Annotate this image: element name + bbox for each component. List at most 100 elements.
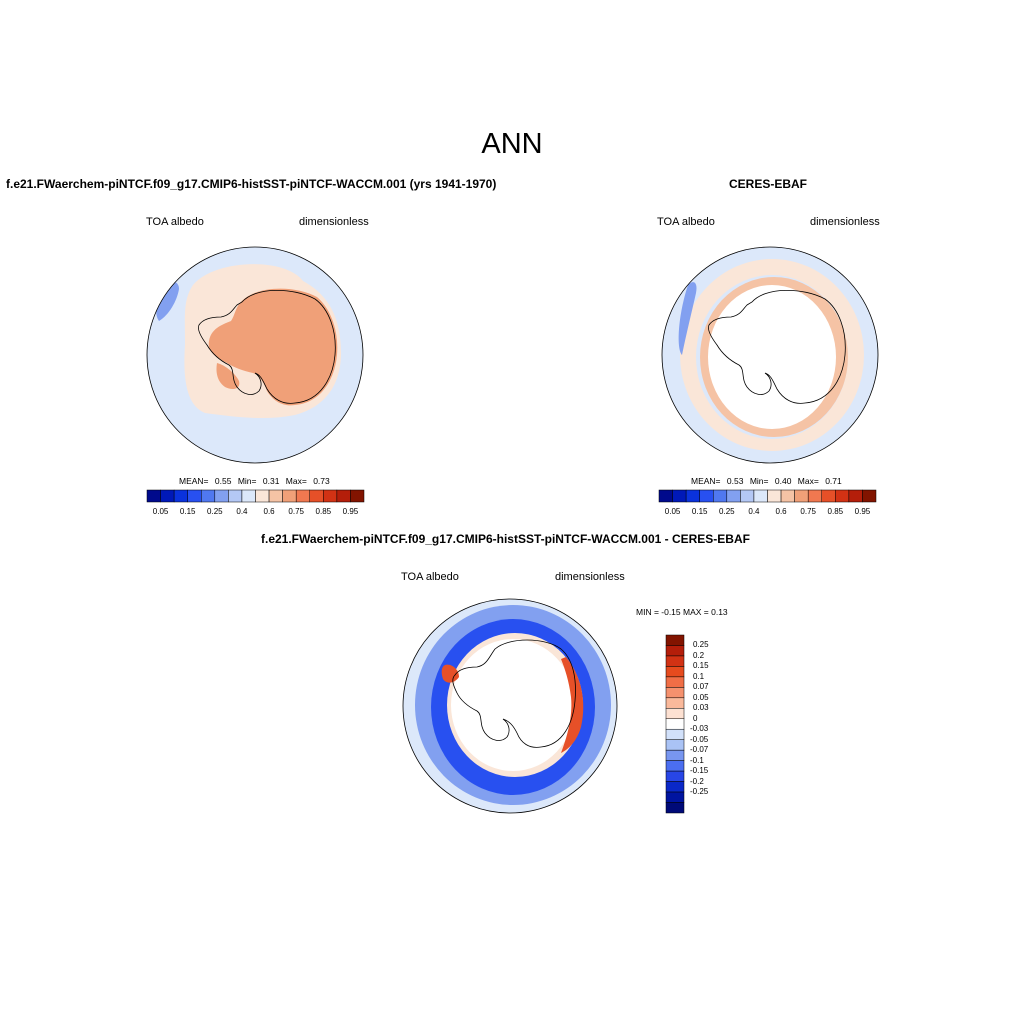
- diff-left-label: TOA albedo: [401, 571, 459, 583]
- obs-colorbar-tick-label: 0.85: [827, 507, 844, 516]
- diff-map-boundary: [402, 598, 618, 814]
- diff-colorbar-tick-label: 0.07: [693, 682, 709, 692]
- diff-colorbar-tick-label: 0.2: [693, 650, 705, 660]
- model-colorbar-box: [187, 489, 202, 503]
- model-colorbar-box: [268, 489, 283, 503]
- model-colorbar: [146, 489, 365, 503]
- obs-colorbar-box: [835, 489, 850, 503]
- obs-colorbar-box: [699, 489, 714, 503]
- model-colorbar-box: [323, 489, 338, 503]
- diff-white-core: [451, 639, 575, 771]
- model-colorbar-box: [241, 489, 256, 503]
- model-colorbar-box: [214, 489, 229, 503]
- model-min-value: 0.31: [262, 476, 280, 486]
- obs-stats: MEAN= 0.53 Min= 0.40 Max= 0.71: [691, 476, 842, 486]
- model-colorbar-tick-label: 0.75: [288, 507, 304, 516]
- model-case-title: f.e21.FWaerchem-piNTCF.f09_g17.CMIP6-his…: [6, 177, 497, 191]
- diff-colorbar-box: [665, 791, 685, 803]
- diff-red-peninsula: [441, 664, 459, 683]
- diff-colorbar-tick-label: -0.2: [690, 776, 704, 786]
- diff-colorbar-box: [665, 770, 685, 782]
- obs-colorbar-tick-label: 0.4: [748, 507, 760, 516]
- diff-colorbar-tick-label: 0.03: [693, 703, 709, 713]
- obs-colorbar-box: [740, 489, 755, 503]
- diff-colorbar-box: [665, 749, 685, 761]
- obs-colorbar-tick-label: 0.05: [664, 507, 681, 516]
- model-colorbar-box: [228, 489, 243, 503]
- diff-colorbar-tick-label: -0.1: [690, 755, 704, 765]
- diff-colorbar-box: [665, 760, 685, 772]
- diff-colorbar-tick-label: 0.1: [693, 671, 705, 681]
- obs-colorbar-tick-label: 0.25: [719, 507, 735, 516]
- model-left-label: TOA albedo: [146, 216, 204, 228]
- model-colorbar-tick-label: 0.6: [263, 507, 275, 516]
- diff-colorbar-tick-label: 0.05: [693, 692, 709, 702]
- diff-colorbar-box: [665, 718, 685, 730]
- model-colorbar-box: [201, 489, 216, 503]
- diff-colorbar-box: [665, 708, 685, 720]
- obs-colorbar-box: [726, 489, 741, 503]
- diff-colorbar-tick-label: -0.03: [690, 724, 709, 734]
- model-max-label: Max=: [285, 476, 307, 486]
- obs-colorbar-ticks: 0.05 0.15 0.25 0.4 0.6 0.75 0.85 0.95: [659, 507, 876, 519]
- model-mean-value: 0.55: [214, 476, 232, 486]
- model-colorbar-tick-label: 0.15: [179, 507, 196, 516]
- diff-red-arc: [561, 657, 584, 753]
- diff-colorbar-box: [665, 728, 685, 740]
- diff-colorbar-tick-label: -0.25: [690, 787, 709, 797]
- model-map-boundary: [146, 246, 364, 464]
- diff-colorbar-tick-label: 0.25: [693, 640, 709, 650]
- obs-colorbar-box: [713, 489, 728, 503]
- model-colorbar-ticks: 0.05 0.15 0.25 0.4 0.6 0.75 0.85 0.95: [147, 507, 364, 519]
- model-max-value: 0.73: [313, 476, 330, 486]
- diff-colorbar-ticks: 0.25 0.2 0.15 0.1 0.07 0.05 0.03 0 -0.03 -0.05 -0.…: [690, 635, 730, 813]
- diff-colorbar-box: [665, 634, 685, 646]
- obs-colorbar-box: [753, 489, 768, 503]
- diff-colorbar-box: [665, 697, 685, 709]
- model-colorbar-box: [350, 489, 365, 503]
- obs-colorbar-tick-label: 0.95: [854, 507, 871, 516]
- obs-colorbar-box: [821, 489, 836, 503]
- diff-colorbar-box: [665, 676, 685, 688]
- diff-coastline: [452, 639, 576, 748]
- obs-max-value: 0.71: [825, 476, 842, 486]
- obs-polar-map: [661, 246, 879, 464]
- model-colorbar-tick-label: 0.85: [315, 507, 332, 516]
- obs-colorbar-box: [780, 489, 795, 503]
- obs-blue-patch: [678, 282, 697, 355]
- diff-colorbar-box: [665, 739, 685, 751]
- diff-colorbar-tick-label: -0.07: [690, 745, 709, 755]
- obs-colorbar-tick-label: 0.75: [800, 507, 816, 516]
- obs-case-title: CERES-EBAF: [729, 177, 808, 191]
- obs-min-label: Min=: [749, 476, 769, 486]
- model-peninsula-field: [216, 363, 240, 389]
- diff-minmax: MIN = -0.15 MAX = 0.13: [636, 607, 728, 617]
- obs-colorbar-box: [685, 489, 700, 503]
- model-mean-label: MEAN=: [179, 476, 209, 486]
- diff-colorbar-tick-label: 0: [693, 713, 698, 723]
- model-colorbar-tick-label: 0.05: [152, 507, 169, 516]
- obs-mean-label: MEAN=: [691, 476, 721, 486]
- obs-colorbar-box: [848, 489, 863, 503]
- diff-colorbar-tick-label: -0.05: [690, 734, 709, 744]
- diff-colorbar-tick-label: 0.15: [693, 661, 709, 671]
- model-colorbar-tick-label: 0.25: [207, 507, 223, 516]
- obs-colorbar-tick-label: 0.6: [775, 507, 787, 516]
- model-colorbar-box: [309, 489, 324, 503]
- main-title: ANN: [481, 128, 543, 160]
- obs-colorbar: [658, 489, 877, 503]
- diff-colorbar-box: [665, 645, 685, 657]
- model-colorbar-tick-label: 0.95: [342, 507, 359, 516]
- diff-colorbar-box: [665, 655, 685, 667]
- model-colorbar-box: [295, 489, 311, 503]
- diff-colorbar: [665, 634, 685, 814]
- diff-case-title: f.e21.FWaerchem-piNTCF.f09_g17.CMIP6-his…: [261, 532, 750, 546]
- obs-colorbar-tick-label: 0.15: [691, 507, 708, 516]
- obs-map-boundary: [661, 246, 879, 464]
- model-min-label: Min=: [237, 476, 257, 486]
- diff-polar-map: [402, 598, 618, 814]
- obs-coastline: [708, 289, 846, 404]
- diff-colorbar-tick-label: -0.15: [690, 766, 709, 776]
- model-coastline: [198, 289, 336, 404]
- obs-colorbar-box: [794, 489, 809, 503]
